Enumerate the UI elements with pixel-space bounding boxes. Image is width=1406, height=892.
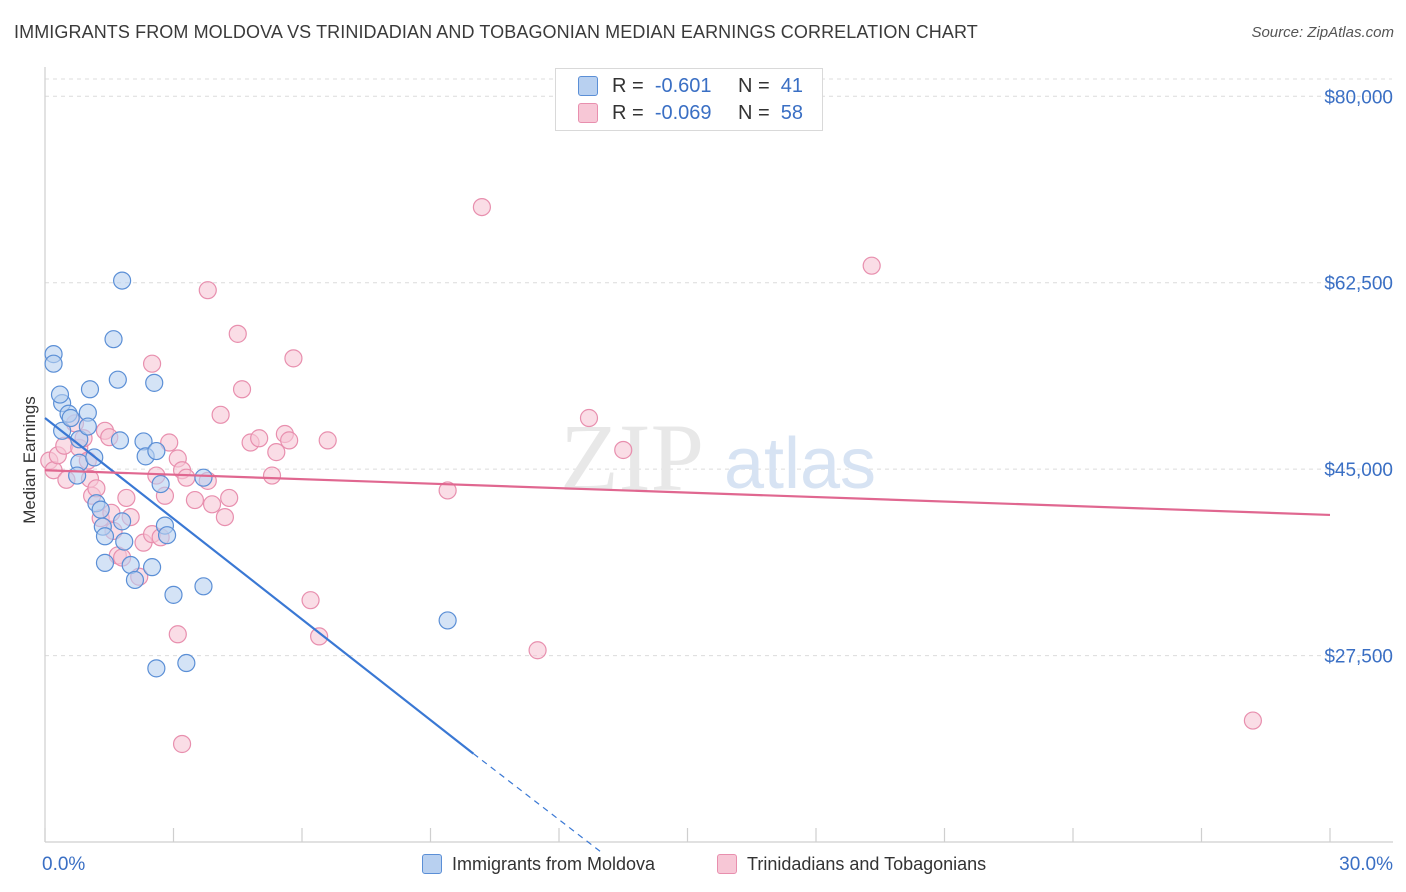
y-tick-label: $27,500 <box>1324 647 1393 668</box>
data-point <box>164 585 183 604</box>
data-point <box>228 324 247 343</box>
data-point <box>579 408 599 428</box>
y-tick-label: $62,500 <box>1324 274 1393 295</box>
trend-line <box>44 469 1331 517</box>
data-point <box>177 653 196 673</box>
data-point <box>472 197 491 217</box>
chart-title: IMMIGRANTS FROM MOLDOVA VS TRINIDADIAN A… <box>14 22 978 42</box>
data-point <box>250 429 269 448</box>
legend-label-moldova: Immigrants from Moldova <box>452 853 656 874</box>
legend-label-trinidadians: Trinidadians and Tobagonians <box>747 853 987 874</box>
watermark-atlas: atlas <box>724 424 876 504</box>
data-point <box>112 271 132 290</box>
legend-n-key: N = <box>737 101 770 124</box>
data-point <box>301 591 320 610</box>
data-point <box>185 490 205 510</box>
data-point <box>104 330 123 349</box>
data-point <box>172 734 192 754</box>
data-point <box>862 256 881 275</box>
watermark: ZIP atlas <box>560 404 876 511</box>
data-point <box>44 354 63 373</box>
data-point <box>310 627 329 646</box>
data-point <box>160 433 179 452</box>
data-point <box>157 526 177 545</box>
legend-swatch-pink <box>578 103 598 123</box>
trend-line-extension <box>472 753 603 854</box>
x-tick-labels: 0.0% 30.0% <box>42 854 1393 875</box>
data-point <box>50 385 70 404</box>
data-point <box>95 527 115 546</box>
data-point <box>147 659 166 678</box>
legend-item-trinidadians: Trinidadians and Tobagonians <box>717 850 986 878</box>
data-point <box>194 577 213 596</box>
data-point <box>438 481 457 500</box>
data-point <box>142 354 162 373</box>
data-point <box>528 641 547 660</box>
y-tick-labels: $80,000 $62,500 $45,000 $27,500 <box>1324 87 1393 667</box>
trend-line <box>44 417 475 755</box>
trend-lines <box>44 417 1331 854</box>
data-point <box>125 570 145 590</box>
legend-row-trinidadians: R = -0.069 N = 58 <box>578 101 803 125</box>
data-point <box>121 555 140 575</box>
data-point <box>78 417 97 436</box>
x-tick-label: 0.0% <box>42 854 85 875</box>
data-point <box>177 468 196 487</box>
data-point <box>220 488 239 508</box>
data-point <box>215 507 234 527</box>
source-label: Source: ZipAtlas.com <box>1251 24 1394 41</box>
data-point <box>151 474 170 494</box>
data-point <box>262 466 282 485</box>
data-point <box>267 443 286 462</box>
data-point <box>438 611 457 630</box>
legend-r-value: -0.601 <box>654 74 712 97</box>
data-point <box>115 532 134 551</box>
legend-swatch-blue <box>578 76 598 96</box>
y-tick-label: $45,000 <box>1324 460 1393 481</box>
data-point <box>142 558 162 577</box>
series-moldova-points <box>44 271 457 678</box>
data-point <box>280 431 299 450</box>
legend-swatch-pink <box>717 854 737 874</box>
data-point <box>80 380 100 399</box>
data-point <box>194 468 213 487</box>
data-point <box>318 431 337 450</box>
data-point <box>95 553 115 572</box>
data-point <box>198 281 217 300</box>
data-point <box>168 625 187 644</box>
data-point <box>117 488 136 508</box>
legend-item-moldova: Immigrants from Moldova <box>422 850 655 878</box>
x-tick-label: 30.0% <box>1339 854 1393 875</box>
data-point <box>145 373 164 392</box>
grid-lines <box>45 78 1392 657</box>
legend-r-key: R = <box>612 74 644 97</box>
data-point <box>61 408 80 428</box>
y-tick-label: $80,000 <box>1324 87 1393 108</box>
data-point <box>91 500 110 519</box>
data-point <box>202 495 222 514</box>
data-point <box>108 370 127 389</box>
data-point <box>284 349 303 368</box>
data-point <box>211 405 230 424</box>
legend-row-moldova: R = -0.601 N = 41 <box>578 74 803 98</box>
legend-n-value: 58 <box>780 101 803 124</box>
legend-r-key: R = <box>612 101 644 124</box>
data-point <box>614 440 633 460</box>
data-point <box>112 512 132 531</box>
axes <box>44 67 1393 843</box>
data-point <box>68 466 87 485</box>
data-point <box>232 380 252 399</box>
legend-r-value: -0.069 <box>654 101 712 124</box>
data-point <box>147 441 166 461</box>
legend-n-value: 41 <box>780 74 803 97</box>
data-point <box>110 431 130 450</box>
data-point <box>1243 711 1263 730</box>
legend-n-key: N = <box>737 74 770 97</box>
correlation-legend: R = -0.601 N = 41 R = -0.069 N = 58 <box>555 68 823 131</box>
legend-swatch-blue <box>422 854 442 874</box>
